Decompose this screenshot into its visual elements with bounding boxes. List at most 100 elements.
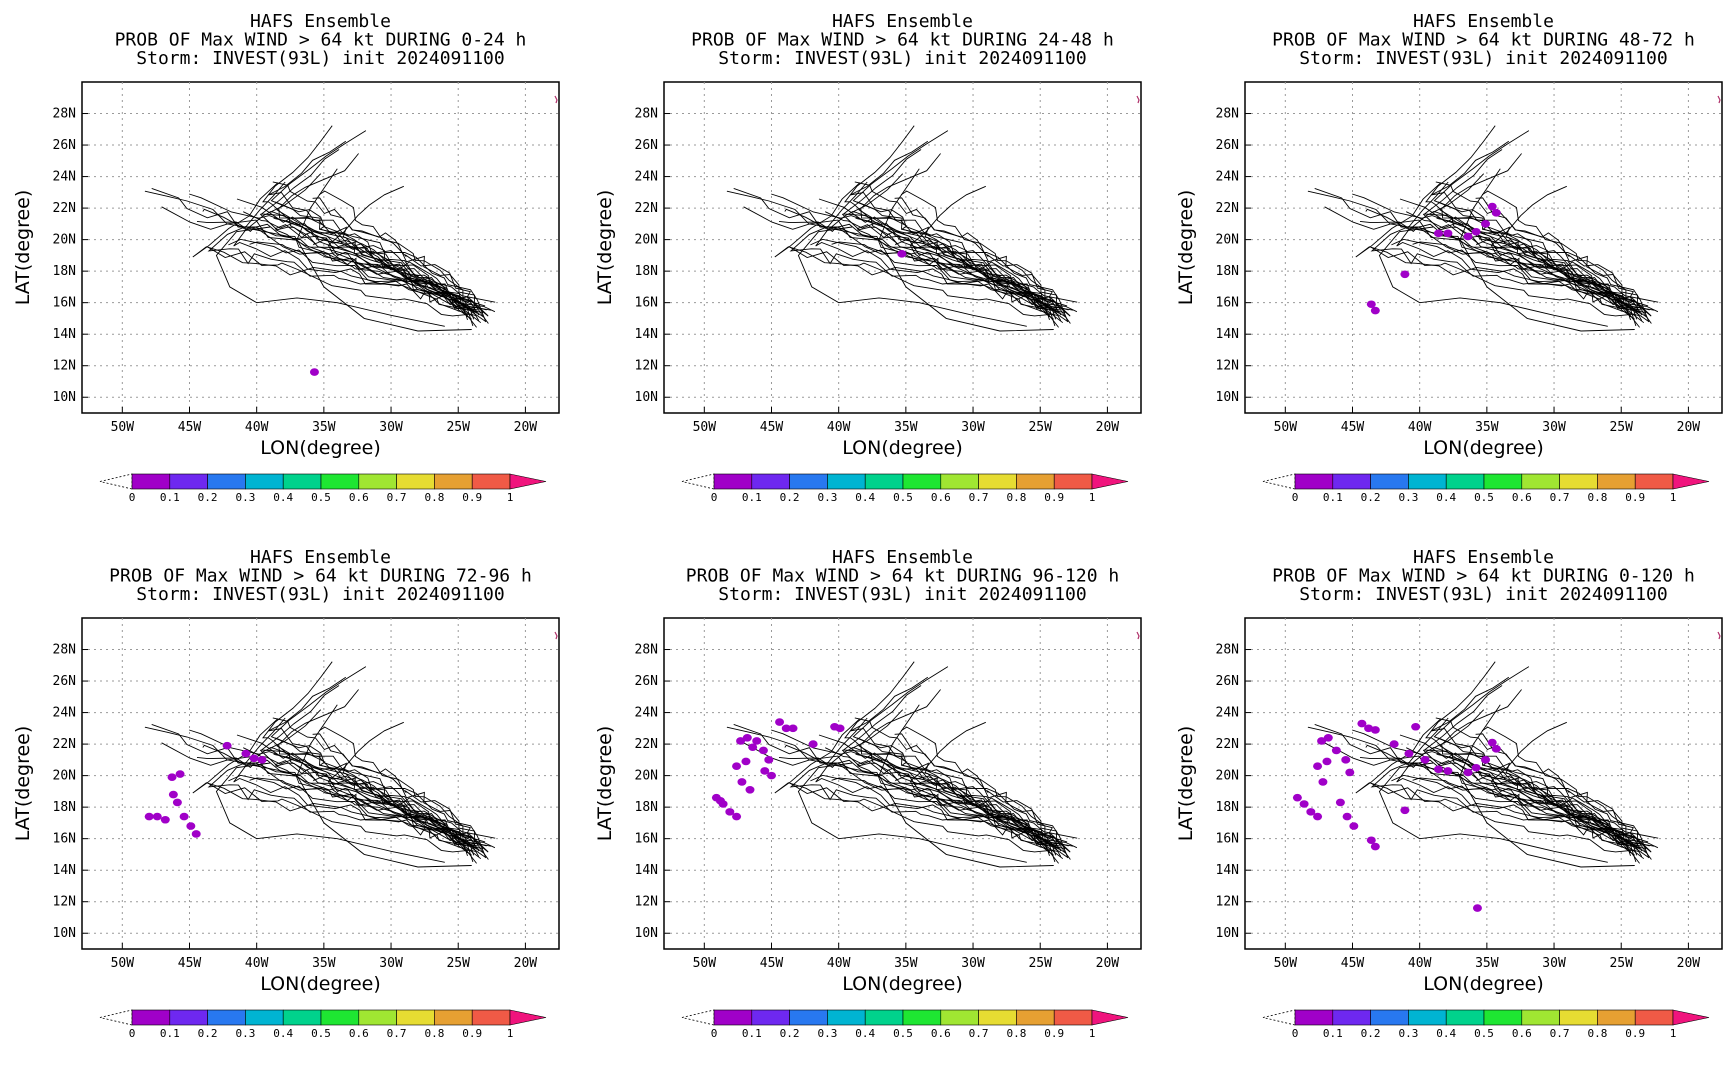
track-line bbox=[1370, 246, 1636, 317]
colorbar-segment bbox=[751, 473, 790, 490]
track-line bbox=[275, 229, 468, 321]
x-tick-label: 20W bbox=[514, 420, 538, 435]
colorbar-segment bbox=[1370, 473, 1409, 490]
colorbar-label: 0.3 bbox=[235, 1027, 255, 1040]
track-line bbox=[272, 717, 489, 853]
x-tick-label: 35W bbox=[312, 420, 336, 435]
probability-area bbox=[715, 797, 725, 805]
probability-area bbox=[1400, 270, 1410, 279]
y-tick-label: 18N bbox=[53, 264, 76, 279]
colorbar-segment bbox=[282, 1009, 322, 1026]
marker-mark bbox=[1136, 95, 1140, 104]
x-tick-label: 35W bbox=[1475, 956, 1499, 971]
probability-area bbox=[1345, 768, 1355, 777]
probability-area bbox=[1463, 768, 1473, 777]
y-tick-label: 12N bbox=[1216, 359, 1239, 374]
probability-area bbox=[309, 368, 319, 376]
track-line bbox=[274, 224, 474, 327]
track-line bbox=[1422, 213, 1635, 320]
colorbar-label: 0 bbox=[129, 491, 136, 504]
y-axis-title: LAT(degree) bbox=[594, 190, 616, 306]
probability-area bbox=[752, 737, 762, 745]
y-tick-label: 22N bbox=[53, 201, 76, 216]
marker-mark bbox=[1717, 631, 1721, 640]
x-tick-label: 30W bbox=[1542, 420, 1566, 435]
probability-area bbox=[152, 812, 162, 821]
title-line: PROB OF Max WIND > 64 kt DURING 48-72 h bbox=[1272, 30, 1695, 51]
y-tick-label: 20N bbox=[635, 769, 658, 784]
colorbar-segment bbox=[864, 1009, 904, 1026]
y-tick-label: 16N bbox=[1216, 296, 1239, 311]
track-line bbox=[854, 181, 1071, 317]
colorbar-segment bbox=[1559, 1009, 1598, 1026]
y-tick-label: 26N bbox=[635, 674, 658, 689]
y-tick-label: 10N bbox=[53, 926, 76, 941]
track-line bbox=[268, 676, 487, 858]
probability-area bbox=[1370, 306, 1380, 315]
colorbar-label: 0.7 bbox=[1550, 491, 1570, 504]
colorbar-label: 1 bbox=[1670, 491, 1677, 504]
probability-area bbox=[725, 808, 735, 816]
y-tick-label: 20N bbox=[53, 769, 76, 784]
y-tick-label: 28N bbox=[1216, 107, 1239, 122]
colorbar-segment bbox=[131, 473, 171, 490]
title-line: Storm: INVEST(93L) init 2024091100 bbox=[718, 584, 1086, 605]
track-line bbox=[1412, 241, 1644, 309]
track-line bbox=[207, 246, 473, 317]
colorbar-label: 0.4 bbox=[855, 1027, 875, 1040]
colorbar-underflow-triangle bbox=[99, 1009, 133, 1026]
colorbar-segment bbox=[320, 473, 360, 490]
track-line bbox=[878, 168, 1054, 332]
colorbar-segment bbox=[1559, 473, 1598, 490]
ensemble-tracks bbox=[1307, 95, 1721, 332]
x-tick-label: 35W bbox=[312, 956, 336, 971]
title-line: PROB OF Max WIND > 64 kt DURING 0-120 h bbox=[1272, 566, 1695, 587]
colorbar: 0 0.1 0.2 0.3 0.4 0.5 0.6 0.7 0.8 0.9 1 bbox=[99, 1009, 547, 1040]
probability-area bbox=[737, 778, 747, 786]
colorbar-segment bbox=[713, 473, 753, 490]
probability-area bbox=[1471, 763, 1481, 772]
track-line bbox=[1391, 774, 1638, 856]
probability-area bbox=[160, 815, 170, 824]
marker-mark bbox=[1136, 631, 1140, 640]
colorbar-segment bbox=[1483, 473, 1523, 490]
colorbar-label: 0.2 bbox=[198, 491, 218, 504]
probability-area bbox=[835, 724, 845, 733]
colorbar-segment bbox=[1521, 473, 1560, 490]
colorbar-label: 0.8 bbox=[1587, 491, 1607, 504]
y-tick-label: 24N bbox=[53, 170, 76, 185]
colorbar-label: 0.1 bbox=[160, 1027, 180, 1040]
x-tick-label: 40W bbox=[245, 420, 269, 435]
ensemble-tracks bbox=[144, 95, 558, 376]
probability-area bbox=[1370, 842, 1380, 851]
colorbar-label: 0.6 bbox=[1512, 491, 1532, 504]
colorbar-label: 0.6 bbox=[349, 491, 369, 504]
y-tick-label: 20N bbox=[1216, 233, 1239, 248]
x-tick-label: 25W bbox=[1028, 956, 1052, 971]
probability-area bbox=[1331, 746, 1341, 755]
probability-area bbox=[175, 770, 185, 778]
colorbar-label: 0.1 bbox=[1323, 491, 1343, 504]
probability-area bbox=[222, 741, 232, 750]
y-tick-label: 28N bbox=[53, 107, 76, 122]
y-tick-label: 24N bbox=[53, 706, 76, 721]
probability-area bbox=[1322, 757, 1332, 766]
track-line bbox=[909, 721, 1060, 850]
probability-area bbox=[766, 771, 776, 780]
track-line bbox=[1399, 198, 1643, 316]
y-tick-label: 28N bbox=[1216, 643, 1239, 658]
track-line bbox=[1431, 676, 1650, 858]
colorbar-segment bbox=[282, 473, 322, 490]
x-tick-label: 40W bbox=[245, 956, 269, 971]
colorbar-label: 0 bbox=[1292, 491, 1299, 504]
track-line bbox=[894, 197, 1058, 312]
probability-area bbox=[1404, 749, 1414, 758]
probability-area bbox=[1481, 220, 1491, 228]
track-line bbox=[327, 185, 478, 314]
y-tick-label: 20N bbox=[635, 233, 658, 248]
probability-area bbox=[172, 798, 182, 807]
y-tick-label: 28N bbox=[635, 107, 658, 122]
ensemble-tracks bbox=[711, 631, 1140, 868]
colorbar-label: 0.8 bbox=[424, 1027, 444, 1040]
colorbar-segment bbox=[902, 1009, 942, 1026]
